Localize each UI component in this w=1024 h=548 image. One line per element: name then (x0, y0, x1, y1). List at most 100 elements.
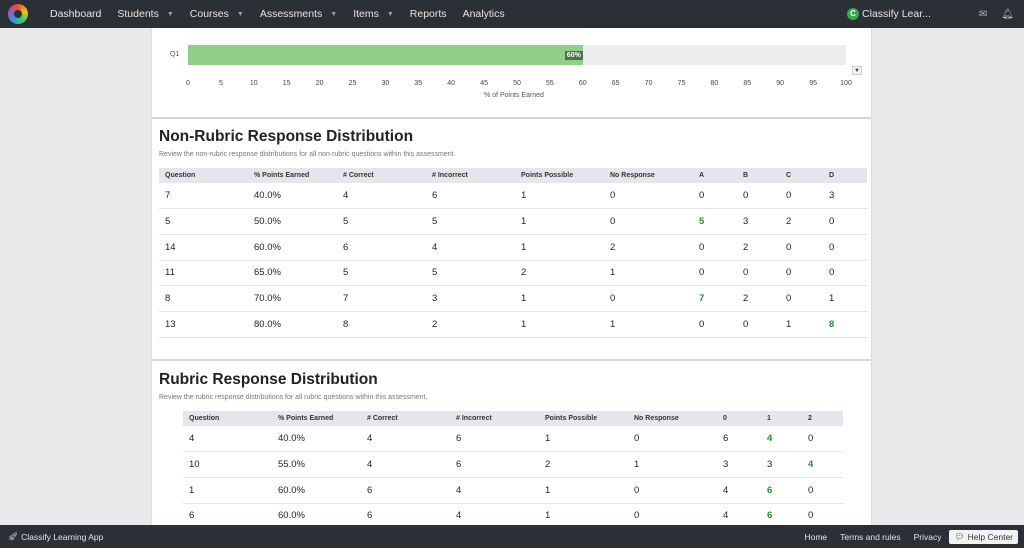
column-header[interactable]: 0 (717, 411, 761, 426)
x-tick-label: 35 (414, 80, 423, 87)
x-tick-label: 95 (809, 80, 817, 87)
table-cell: 5 (693, 208, 737, 235)
table-cell: 1 (604, 260, 693, 287)
x-tick-label: 25 (348, 80, 357, 87)
column-header[interactable]: A (693, 168, 737, 183)
bell-icon[interactable]: 🔔︎ (1001, 8, 1014, 20)
column-header[interactable]: B (737, 168, 780, 183)
table-cell: 0 (693, 260, 737, 287)
table-cell: 0 (780, 285, 823, 312)
column-header[interactable]: No Response (628, 411, 717, 426)
rubric-table: Question% Points Earned # Correct # Incorr… (183, 411, 843, 525)
table-cell: 4 (426, 234, 515, 261)
table-cell: 0 (693, 183, 737, 210)
column-header[interactable]: 2 (802, 411, 843, 426)
column-header[interactable]: # Correct (361, 411, 450, 426)
table-cell: 0 (780, 260, 823, 287)
table-cell: 4 (450, 477, 539, 504)
table-cell: 1 (515, 208, 604, 235)
column-header[interactable]: # Correct (337, 168, 426, 183)
caret-down-icon: ▼ (386, 10, 394, 18)
nav-item-reports[interactable]: Reports (410, 8, 447, 20)
column-header[interactable]: No Response (604, 168, 693, 183)
footer-app-name: Classify Learning App (21, 531, 104, 542)
nav-item-students[interactable]: Students ▼ (117, 8, 173, 20)
table-cell: 4 (802, 451, 843, 478)
table-row: 11 65.0% 5 5 2 1 0 0 0 0 (159, 260, 867, 287)
x-tick-label: 85 (743, 80, 752, 87)
nav-item-assessments[interactable]: Assessments ▼ (260, 8, 337, 20)
table-cell: 4 (450, 503, 539, 525)
table-cell: 80.0% (248, 311, 337, 338)
table-cell: 6 (717, 426, 761, 453)
nav-item-items[interactable]: Items ▼ (353, 8, 394, 20)
column-header[interactable]: Points Possible (515, 168, 604, 183)
table-cell: 1 (183, 477, 272, 504)
points-earned-chart: Q1 60% ▼ 0 5 10 15 20 25 30 35 40 45 50 55 60 65 70 75 8… (152, 28, 871, 117)
column-header[interactable]: # Incorrect (450, 411, 539, 426)
x-tick-label: 70 (644, 80, 653, 87)
table-cell: 1 (539, 503, 628, 525)
app-logo[interactable] (8, 4, 28, 24)
table-cell: 70.0% (248, 285, 337, 312)
footer-link-privacy[interactable]: Privacy (913, 531, 942, 542)
column-header[interactable]: 1 (761, 411, 802, 426)
table-cell: 4 (183, 426, 272, 453)
table-cell: 0 (628, 503, 717, 525)
table-cell: 11 (159, 260, 248, 287)
table-cell: 3 (717, 451, 761, 478)
table-cell: 1 (515, 234, 604, 261)
column-header[interactable]: Points Possible (539, 411, 628, 426)
rocket-icon: 🚀︎ (8, 532, 19, 541)
nav-item-courses[interactable]: Courses ▼ (190, 8, 244, 20)
footer-link-terms[interactable]: Terms and rules (840, 531, 901, 542)
nav-item-label: Assessments (259, 8, 323, 20)
table-cell: 6 (761, 503, 802, 525)
x-tick-label: 80 (710, 80, 719, 87)
column-header[interactable]: Question (183, 411, 272, 426)
table-cell: 14 (159, 234, 248, 261)
table-cell: 3 (737, 208, 780, 235)
nav-item-label: Dashboard (50, 8, 102, 20)
column-header[interactable]: D (823, 168, 867, 183)
column-header[interactable]: C (780, 168, 823, 183)
footer-app-link[interactable]: 🚀︎ Classify Learning App (8, 532, 103, 542)
table-cell: 1 (539, 426, 628, 453)
table-row: 1 60.0% 6 4 1 0 4 6 0 (183, 477, 843, 504)
nav-item-label: Reports (409, 8, 447, 20)
table-cell: 65.0% (248, 260, 337, 287)
column-header[interactable]: # Incorrect (426, 168, 515, 183)
x-tick-label: 60 (578, 80, 587, 87)
table-cell: 6 (761, 477, 802, 504)
table-cell: 60.0% (272, 503, 361, 525)
column-header[interactable]: Question (159, 168, 248, 183)
help-center-button[interactable]: 💬︎ Help Center (949, 529, 1018, 544)
table-cell: 2 (737, 234, 780, 261)
table-cell: 2 (515, 260, 604, 287)
user-menu[interactable]: Classify Lear... (862, 8, 931, 20)
section-divider (152, 117, 871, 119)
mail-icon[interactable]: ✉ (978, 8, 988, 20)
nav-menu: Dashboard Students ▼ Courses ▼ Assessments ▼ It… (42, 8, 513, 20)
table-cell: 1 (539, 477, 628, 504)
nav-item-dashboard[interactable]: Dashboard (50, 8, 101, 20)
table-row: 7 40.0% 4 6 1 0 0 0 0 3 (159, 183, 867, 210)
column-header[interactable]: % Points Earned (248, 168, 337, 183)
user-avatar[interactable]: C (847, 8, 860, 20)
nav-right: C Classify Lear... ✉ 🔔︎ (847, 0, 1014, 28)
nav-item-analytics[interactable]: Analytics (463, 8, 505, 20)
chart-scroll-down-icon[interactable]: ▼ (852, 66, 862, 75)
table-cell: 2 (426, 311, 515, 338)
table-cell: 6 (337, 234, 426, 261)
table-cell: 0 (780, 183, 823, 210)
column-header[interactable]: % Points Earned (272, 411, 361, 426)
bar-data-label: 60% (564, 51, 583, 60)
table-row: 6 60.0% 6 4 1 0 4 6 0 (183, 503, 843, 525)
table-row: 10 55.0% 4 6 2 1 3 3 4 (183, 451, 843, 478)
table-cell: 5 (337, 208, 426, 235)
caret-down-icon: ▼ (166, 10, 174, 18)
table-cell: 0 (823, 260, 867, 287)
table-cell: 40.0% (248, 183, 337, 210)
table-cell: 0 (802, 503, 843, 525)
footer-link-home[interactable]: Home (804, 531, 828, 542)
